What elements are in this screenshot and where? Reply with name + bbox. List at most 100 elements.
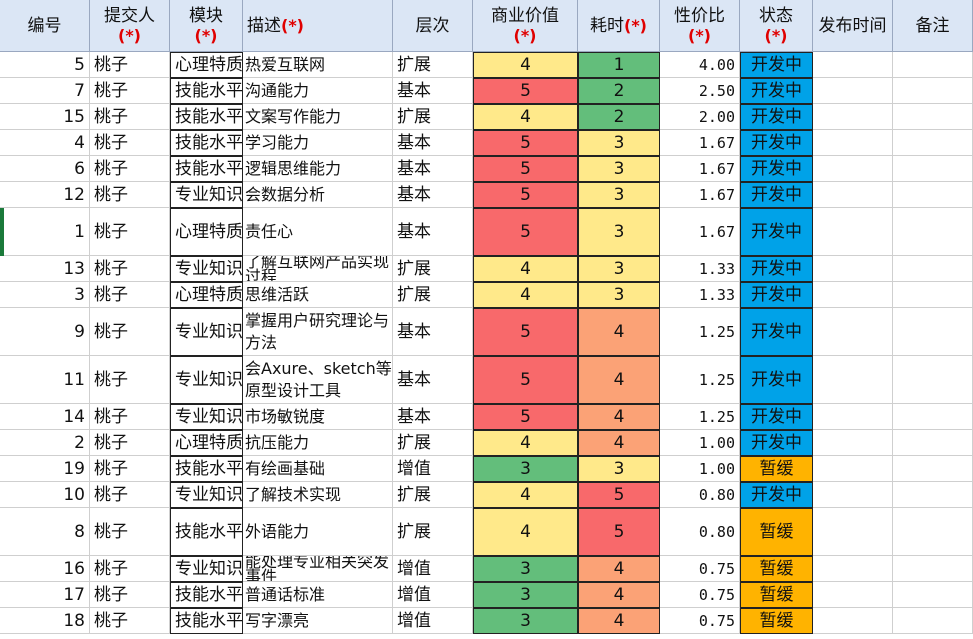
cell-time[interactable]: 1 — [578, 52, 660, 78]
cell-id[interactable]: 16 — [0, 556, 90, 582]
cell-desc[interactable]: 掌握用户研究理论与方法 — [243, 308, 393, 356]
cell-value[interactable]: 5 — [473, 308, 578, 356]
cell-value[interactable]: 5 — [473, 356, 578, 404]
cell-level[interactable]: 基本 — [393, 404, 473, 430]
cell-id[interactable]: 2 — [0, 430, 90, 456]
cell-id[interactable]: 4 — [0, 130, 90, 156]
cell-value[interactable]: 4 — [473, 52, 578, 78]
cell-ratio[interactable]: 1.25 — [660, 404, 740, 430]
cell-time[interactable]: 4 — [578, 404, 660, 430]
cell-note[interactable] — [893, 456, 973, 482]
cell-id[interactable]: 18 — [0, 608, 90, 634]
cell-ratio[interactable]: 1.25 — [660, 356, 740, 404]
header-module[interactable]: 模块 (*) — [170, 0, 243, 52]
cell-submitter[interactable]: 桃子 — [90, 582, 170, 608]
cell-time[interactable]: 3 — [578, 256, 660, 282]
cell-value[interactable]: 4 — [473, 282, 578, 308]
cell-publish[interactable] — [813, 556, 893, 582]
cell-desc[interactable]: 热爱互联网 — [243, 52, 393, 78]
cell-status[interactable]: 开发中 — [740, 52, 813, 78]
cell-module[interactable]: 心理特质 — [170, 430, 243, 456]
cell-module[interactable]: 心理特质 — [170, 208, 243, 256]
cell-publish[interactable] — [813, 130, 893, 156]
cell-submitter[interactable]: 桃子 — [90, 104, 170, 130]
cell-time[interactable]: 5 — [578, 508, 660, 556]
cell-module[interactable]: 技能水平 — [170, 608, 243, 634]
cell-level[interactable]: 增值 — [393, 456, 473, 482]
cell-desc[interactable]: 了解技术实现 — [243, 482, 393, 508]
cell-level[interactable]: 基本 — [393, 308, 473, 356]
cell-note[interactable] — [893, 208, 973, 256]
cell-note[interactable] — [893, 582, 973, 608]
cell-time[interactable]: 4 — [578, 356, 660, 404]
cell-ratio[interactable]: 0.75 — [660, 556, 740, 582]
cell-submitter[interactable]: 桃子 — [90, 482, 170, 508]
cell-status[interactable]: 开发中 — [740, 182, 813, 208]
cell-submitter[interactable]: 桃子 — [90, 208, 170, 256]
cell-submitter[interactable]: 桃子 — [90, 356, 170, 404]
cell-status[interactable]: 开发中 — [740, 156, 813, 182]
cell-ratio[interactable]: 4.00 — [660, 52, 740, 78]
cell-ratio[interactable]: 2.00 — [660, 104, 740, 130]
cell-publish[interactable] — [813, 104, 893, 130]
cell-id[interactable]: 3 — [0, 282, 90, 308]
cell-note[interactable] — [893, 52, 973, 78]
cell-time[interactable]: 3 — [578, 130, 660, 156]
cell-status[interactable]: 暂缓 — [740, 556, 813, 582]
header-submitter[interactable]: 提交人 (*) — [90, 0, 170, 52]
cell-module[interactable]: 专业知识 — [170, 482, 243, 508]
cell-id[interactable]: 12 — [0, 182, 90, 208]
cell-desc[interactable]: 抗压能力 — [243, 430, 393, 456]
cell-desc[interactable]: 写字漂亮 — [243, 608, 393, 634]
cell-desc[interactable]: 责任心 — [243, 208, 393, 256]
cell-level[interactable]: 基本 — [393, 182, 473, 208]
cell-time[interactable]: 4 — [578, 582, 660, 608]
cell-id[interactable]: 17 — [0, 582, 90, 608]
cell-id[interactable]: 13 — [0, 256, 90, 282]
cell-value[interactable]: 5 — [473, 208, 578, 256]
cell-publish[interactable] — [813, 404, 893, 430]
cell-status[interactable]: 开发中 — [740, 404, 813, 430]
cell-id[interactable]: 9 — [0, 308, 90, 356]
cell-publish[interactable] — [813, 430, 893, 456]
cell-status[interactable]: 开发中 — [740, 282, 813, 308]
cell-value[interactable]: 5 — [473, 156, 578, 182]
cell-publish[interactable] — [813, 456, 893, 482]
cell-time[interactable]: 3 — [578, 156, 660, 182]
cell-id[interactable]: 1 — [0, 208, 90, 256]
cell-value[interactable]: 4 — [473, 256, 578, 282]
cell-module[interactable]: 专业知识 — [170, 404, 243, 430]
cell-status[interactable]: 开发中 — [740, 104, 813, 130]
cell-note[interactable] — [893, 182, 973, 208]
cell-module[interactable]: 技能水平 — [170, 78, 243, 104]
cell-id[interactable]: 19 — [0, 456, 90, 482]
cell-publish[interactable] — [813, 482, 893, 508]
cell-level[interactable]: 扩展 — [393, 508, 473, 556]
cell-submitter[interactable]: 桃子 — [90, 52, 170, 78]
header-time[interactable]: 耗时 (*) — [578, 0, 660, 52]
cell-note[interactable] — [893, 508, 973, 556]
cell-time[interactable]: 3 — [578, 182, 660, 208]
cell-level[interactable]: 基本 — [393, 356, 473, 404]
cell-ratio[interactable]: 1.00 — [660, 430, 740, 456]
cell-publish[interactable] — [813, 308, 893, 356]
cell-desc[interactable]: 逻辑思维能力 — [243, 156, 393, 182]
cell-module[interactable]: 心理特质 — [170, 282, 243, 308]
cell-submitter[interactable]: 桃子 — [90, 404, 170, 430]
cell-ratio[interactable]: 1.33 — [660, 256, 740, 282]
cell-submitter[interactable]: 桃子 — [90, 556, 170, 582]
cell-status[interactable]: 开发中 — [740, 356, 813, 404]
cell-publish[interactable] — [813, 182, 893, 208]
cell-status[interactable]: 开发中 — [740, 208, 813, 256]
header-ratio[interactable]: 性价比 (*) — [660, 0, 740, 52]
cell-note[interactable] — [893, 608, 973, 634]
cell-submitter[interactable]: 桃子 — [90, 456, 170, 482]
cell-level[interactable]: 基本 — [393, 78, 473, 104]
cell-ratio[interactable]: 0.75 — [660, 582, 740, 608]
cell-submitter[interactable]: 桃子 — [90, 308, 170, 356]
header-note[interactable]: 备注 — [893, 0, 973, 52]
cell-publish[interactable] — [813, 52, 893, 78]
cell-module[interactable]: 技能水平 — [170, 104, 243, 130]
cell-status[interactable]: 开发中 — [740, 482, 813, 508]
cell-submitter[interactable]: 桃子 — [90, 608, 170, 634]
